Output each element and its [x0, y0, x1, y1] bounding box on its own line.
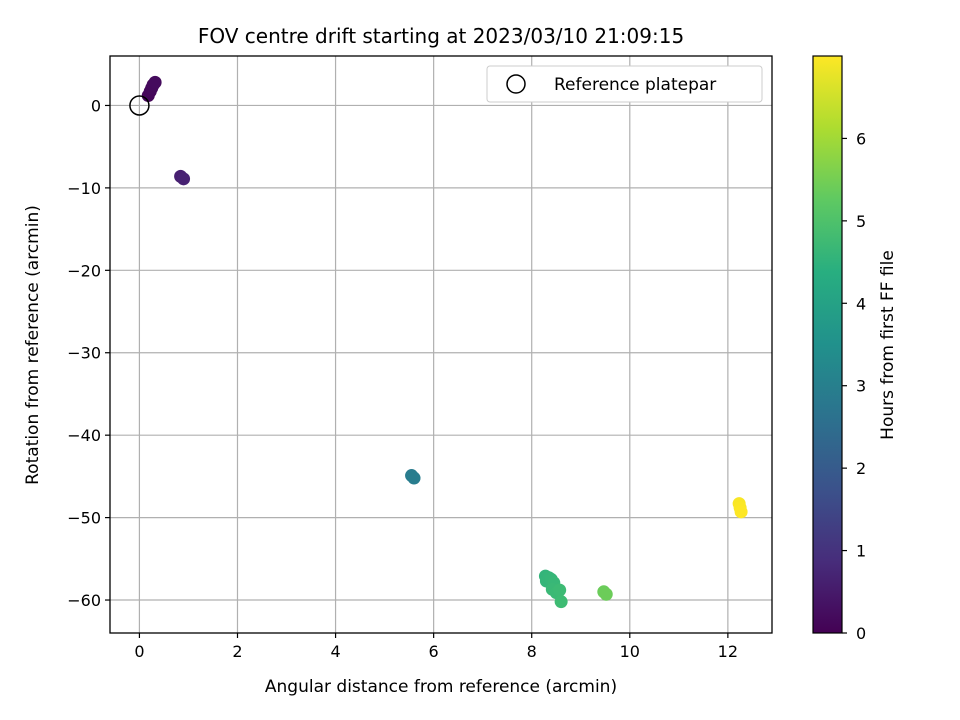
chart-title: FOV centre drift starting at 2023/03/10 …	[198, 24, 684, 48]
colorbar-gradient	[812, 55, 843, 634]
y-axis-ticks: 0 −10 −20 −30 −40 −50 −60	[67, 96, 110, 610]
plot-frame	[109, 55, 773, 634]
data-point	[148, 75, 162, 89]
y-tick-label: −40	[67, 426, 101, 445]
data-point	[553, 583, 567, 597]
colorbar-tick-label: 4	[856, 294, 866, 313]
y-tick-label: 0	[91, 96, 101, 115]
colorbar-tick-label: 5	[856, 212, 866, 231]
y-axis-label: Rotation from reference (arcmin)	[23, 205, 43, 485]
legend: Reference platepar	[486, 65, 763, 103]
colorbar-label: Hours from first FF file	[878, 250, 898, 440]
x-axis-ticks: 0 2 4 6 8 10 12	[134, 633, 738, 661]
x-tick-label: 8	[527, 642, 537, 661]
y-tick-label: −20	[67, 261, 101, 280]
colorbar-tick-label: 1	[856, 542, 866, 561]
y-tick-label: −30	[67, 344, 101, 363]
colorbar-tick-label: 0	[856, 624, 866, 643]
colorbar-ticks: 0 1 2 3 4 5 6	[842, 129, 866, 643]
grid-lines	[110, 56, 772, 633]
x-tick-label: 12	[718, 642, 738, 661]
reference-platepar-marker	[129, 95, 150, 116]
colorbar-tick-label: 3	[856, 377, 866, 396]
x-axis-label: Angular distance from reference (arcmin)	[265, 677, 617, 697]
colorbar: 0 1 2 3 4 5 6 Hours from first FF file	[812, 55, 898, 643]
data-point	[177, 172, 191, 186]
data-point	[407, 471, 421, 485]
legend-box	[486, 65, 763, 103]
x-tick-label: 2	[232, 642, 242, 661]
data-point	[554, 595, 568, 609]
x-tick-label: 0	[134, 642, 144, 661]
colorbar-tick-label: 6	[856, 129, 866, 148]
x-tick-label: 6	[429, 642, 439, 661]
x-tick-label: 10	[620, 642, 640, 661]
data-point	[599, 587, 613, 601]
x-tick-label: 4	[330, 642, 340, 661]
y-tick-label: −60	[67, 591, 101, 610]
legend-reference-marker	[506, 74, 526, 94]
data-points	[129, 75, 748, 609]
data-point	[734, 505, 748, 519]
legend-entry-reference: Reference platepar	[554, 75, 716, 95]
y-tick-label: −10	[67, 179, 101, 198]
y-tick-label: −50	[67, 509, 101, 528]
colorbar-tick-label: 2	[856, 459, 866, 478]
